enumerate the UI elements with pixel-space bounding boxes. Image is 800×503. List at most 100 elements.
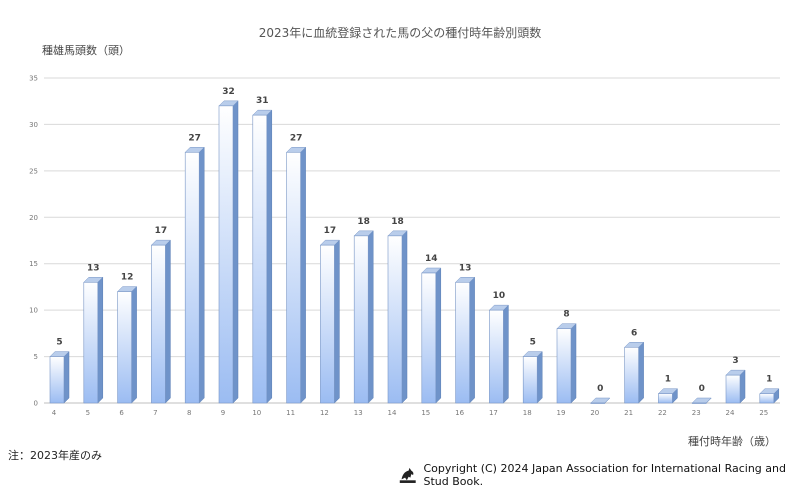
x-tick-label: 13 xyxy=(354,409,363,417)
copyright-line: Copyright (C) 2024 Japan Association for… xyxy=(398,462,800,488)
bar xyxy=(320,244,335,404)
data-label: 27 xyxy=(188,133,201,143)
x-tick-label: 10 xyxy=(252,409,261,417)
bar-side xyxy=(469,276,475,404)
copyright-text: Copyright (C) 2024 Japan Association for… xyxy=(423,462,786,488)
bar xyxy=(353,235,369,404)
bar xyxy=(759,393,775,404)
y-tick-label: 30 xyxy=(29,121,38,129)
bar-side xyxy=(367,230,374,404)
data-label: 12 xyxy=(121,273,134,283)
footnote: 注：2023年産のみ xyxy=(8,449,102,462)
bar xyxy=(117,291,132,404)
bar xyxy=(83,281,99,404)
horse-logo-icon xyxy=(399,467,416,483)
x-tick-label: 5 xyxy=(86,409,90,417)
y-axis-label: 種雄馬頭数（頭） xyxy=(42,44,130,57)
bar xyxy=(184,151,200,404)
x-tick-label: 4 xyxy=(52,409,57,417)
bar xyxy=(489,309,504,404)
y-tick-label: 20 xyxy=(29,214,38,222)
x-tick-label: 15 xyxy=(421,409,430,417)
y-tick-label: 35 xyxy=(29,75,38,83)
bar-side xyxy=(63,350,70,404)
x-tick-label: 14 xyxy=(388,409,397,417)
bars xyxy=(49,100,780,404)
x-tick-label: 21 xyxy=(624,409,633,417)
chart-title: 2023年に血統登録された馬の父の種付時年齢別頭数 xyxy=(258,26,542,40)
data-label: 3 xyxy=(732,356,738,366)
bar xyxy=(49,356,65,404)
bar xyxy=(151,244,166,404)
bar xyxy=(590,402,606,404)
bar-side xyxy=(739,369,746,404)
data-label: 10 xyxy=(493,291,506,301)
bar xyxy=(658,393,673,404)
data-label: 13 xyxy=(87,263,100,273)
data-label: 1 xyxy=(766,375,772,385)
bar xyxy=(522,356,538,404)
data-label: 5 xyxy=(530,338,536,348)
bar xyxy=(556,328,572,404)
x-tick-label: 8 xyxy=(187,409,191,417)
y-tick-label: 25 xyxy=(29,167,38,175)
bar-side xyxy=(570,323,577,404)
x-tick-label: 9 xyxy=(221,409,225,417)
bar-side xyxy=(638,341,644,404)
data-label: 5 xyxy=(56,338,62,348)
bar-side xyxy=(503,304,509,404)
bar xyxy=(725,374,741,404)
x-tick-label: 11 xyxy=(286,409,295,417)
bar xyxy=(252,114,268,404)
x-tick-label: 19 xyxy=(557,409,566,417)
x-tick-label: 17 xyxy=(489,409,498,417)
data-label: 0 xyxy=(597,384,603,394)
bar-side xyxy=(165,239,171,404)
y-tick-label: 5 xyxy=(34,353,38,361)
x-tick-label: 16 xyxy=(455,409,464,417)
bar-top xyxy=(590,397,611,404)
x-tick-label: 7 xyxy=(153,409,157,417)
x-tick-label: 24 xyxy=(726,409,735,417)
bar-side xyxy=(97,276,104,404)
data-label: 18 xyxy=(391,217,404,227)
bar-side xyxy=(300,146,306,404)
bar xyxy=(286,151,301,404)
bar-side xyxy=(334,239,340,404)
bar-side xyxy=(198,146,205,404)
data-label: 31 xyxy=(256,96,269,106)
bar xyxy=(421,272,437,404)
y-tick-label: 10 xyxy=(29,307,38,315)
data-label: 8 xyxy=(563,310,569,320)
data-label: 17 xyxy=(324,226,337,236)
bar xyxy=(624,346,639,404)
bar-top xyxy=(691,397,712,404)
bar xyxy=(691,402,707,404)
x-tick-label: 18 xyxy=(523,409,532,417)
data-label: 13 xyxy=(459,263,472,273)
x-tick-label: 20 xyxy=(590,409,599,417)
bar-side xyxy=(536,350,543,404)
bar xyxy=(455,281,470,404)
x-tick-label: 23 xyxy=(692,409,701,417)
x-tick-label: 12 xyxy=(320,409,329,417)
data-label: 1 xyxy=(665,375,671,385)
x-tick-label: 6 xyxy=(119,409,124,417)
data-label: 0 xyxy=(699,384,705,394)
bar-side xyxy=(131,285,137,404)
y-tick-label: 15 xyxy=(29,260,38,268)
x-axis-label: 種付時年齢（歳） xyxy=(688,435,776,448)
data-label: 18 xyxy=(357,217,370,227)
bar-side xyxy=(266,109,273,404)
y-tick-label: 0 xyxy=(34,400,38,408)
data-label: 14 xyxy=(425,254,438,264)
bar-side xyxy=(435,267,442,404)
data-label: 17 xyxy=(155,226,168,236)
data-label: 32 xyxy=(222,87,235,97)
data-label: 27 xyxy=(290,133,303,143)
x-tick-label: 22 xyxy=(658,409,667,417)
bar xyxy=(218,105,234,404)
bar-side xyxy=(232,100,239,404)
